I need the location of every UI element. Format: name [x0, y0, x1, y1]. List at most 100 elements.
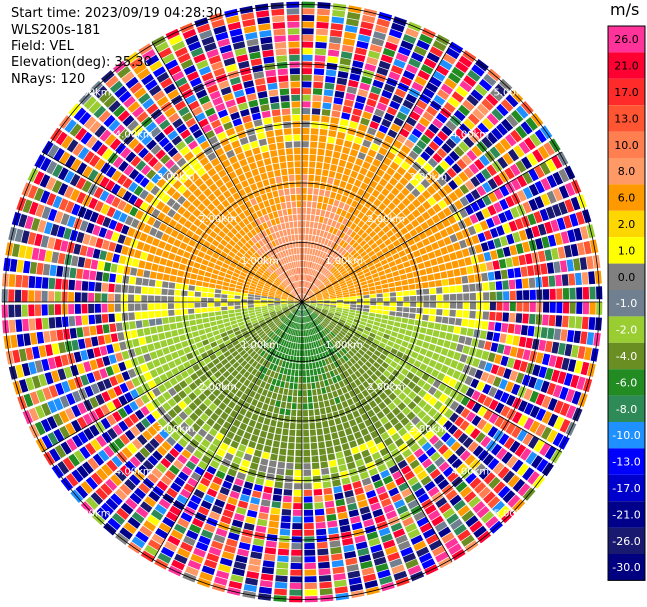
velocity-gate [402, 207, 411, 217]
velocity-gate [105, 251, 114, 262]
velocity-gate [308, 307, 314, 311]
velocity-gate [316, 304, 323, 307]
velocity-gate [280, 381, 285, 388]
velocity-gate [225, 180, 234, 189]
velocity-gate [361, 477, 372, 486]
velocity-gate [298, 376, 302, 383]
velocity-gate [307, 188, 313, 195]
velocity-gate [431, 423, 442, 434]
velocity-gate [553, 400, 564, 414]
velocity-gate [486, 113, 499, 126]
velocity-gate [304, 529, 315, 536]
velocity-gate [258, 240, 265, 247]
velocity-gate [375, 563, 389, 573]
velocity-gate [193, 387, 202, 397]
velocity-gate [541, 236, 550, 249]
velocity-gate [261, 389, 268, 397]
velocity-gate [176, 248, 185, 257]
velocity-gate [346, 228, 353, 236]
velocity-gate [465, 192, 475, 204]
velocity-gate [239, 368, 247, 376]
velocity-gate [487, 271, 495, 281]
velocity-gate [463, 75, 477, 88]
velocity-gate [41, 402, 52, 417]
velocity-gate [340, 284, 348, 289]
velocity-gate [268, 295, 275, 298]
velocity-gate [98, 227, 108, 238]
velocity-gate [517, 400, 528, 413]
velocity-gate [528, 277, 536, 288]
velocity-gate [279, 323, 285, 329]
velocity-gate [226, 269, 234, 276]
velocity-gate [386, 411, 395, 421]
velocity-gate [312, 228, 317, 236]
velocity-gate [128, 168, 140, 180]
velocity-gate [308, 293, 314, 298]
velocity-gate [260, 573, 274, 581]
velocity-gate [322, 329, 328, 335]
velocity-gate [21, 290, 28, 302]
velocity-gate [66, 438, 78, 452]
velocity-gate [400, 40, 414, 51]
velocity-gate [230, 219, 238, 227]
velocity-gate [414, 276, 422, 283]
velocity-gate [136, 268, 144, 277]
velocity-gate [123, 96, 136, 108]
velocity-gate [118, 255, 127, 265]
velocity-gate [115, 469, 127, 482]
velocity-gate [125, 380, 135, 391]
velocity-gate [422, 382, 432, 392]
velocity-gate [229, 490, 240, 500]
velocity-gate [566, 330, 575, 343]
velocity-gate [481, 136, 493, 149]
velocity-gate [370, 415, 379, 424]
velocity-gate [249, 247, 256, 254]
velocity-gate [336, 131, 346, 140]
velocity-gate [359, 261, 366, 268]
velocity-gate [251, 360, 258, 368]
velocity-gate [63, 366, 73, 379]
velocity-gate [77, 206, 87, 218]
velocity-gate [482, 195, 492, 206]
velocity-gate [528, 183, 539, 197]
velocity-gate [297, 295, 301, 301]
velocity-gate [220, 411, 229, 421]
velocity-gate [494, 416, 505, 428]
velocity-gate [555, 315, 563, 327]
velocity-gate [117, 264, 125, 274]
velocity-gate [531, 455, 543, 469]
velocity-gate [499, 333, 507, 344]
velocity-gate [211, 273, 218, 280]
velocity-gate [435, 280, 442, 287]
velocity-gate [312, 269, 316, 276]
velocity-gate [328, 333, 334, 339]
velocity-gate [233, 434, 242, 443]
velocity-gate [208, 222, 216, 230]
velocity-gate [304, 516, 314, 523]
velocity-gate [368, 467, 379, 477]
velocity-gate [222, 263, 229, 269]
velocity-gate [417, 205, 426, 214]
velocity-gate [463, 167, 474, 179]
velocity-gate [287, 299, 294, 302]
velocity-gate [263, 262, 270, 268]
velocity-gate [193, 449, 204, 460]
velocity-gate [373, 31, 387, 41]
velocity-gate [304, 589, 318, 596]
velocity-gate [288, 442, 295, 450]
velocity-gate [141, 134, 153, 146]
velocity-gate [385, 459, 396, 469]
velocity-gate [286, 287, 292, 292]
velocity-gate [296, 296, 301, 301]
velocity-gate [474, 320, 482, 329]
velocity-gate [423, 260, 432, 268]
velocity-gate [333, 97, 344, 105]
velocity-gate [354, 535, 366, 544]
velocity-gate [314, 279, 320, 285]
velocity-gate [345, 557, 358, 566]
velocity-gate [375, 313, 382, 319]
velocity-gate [403, 232, 412, 241]
velocity-gate [366, 386, 374, 394]
velocity-gate [532, 364, 541, 377]
velocity-gate [310, 303, 317, 305]
